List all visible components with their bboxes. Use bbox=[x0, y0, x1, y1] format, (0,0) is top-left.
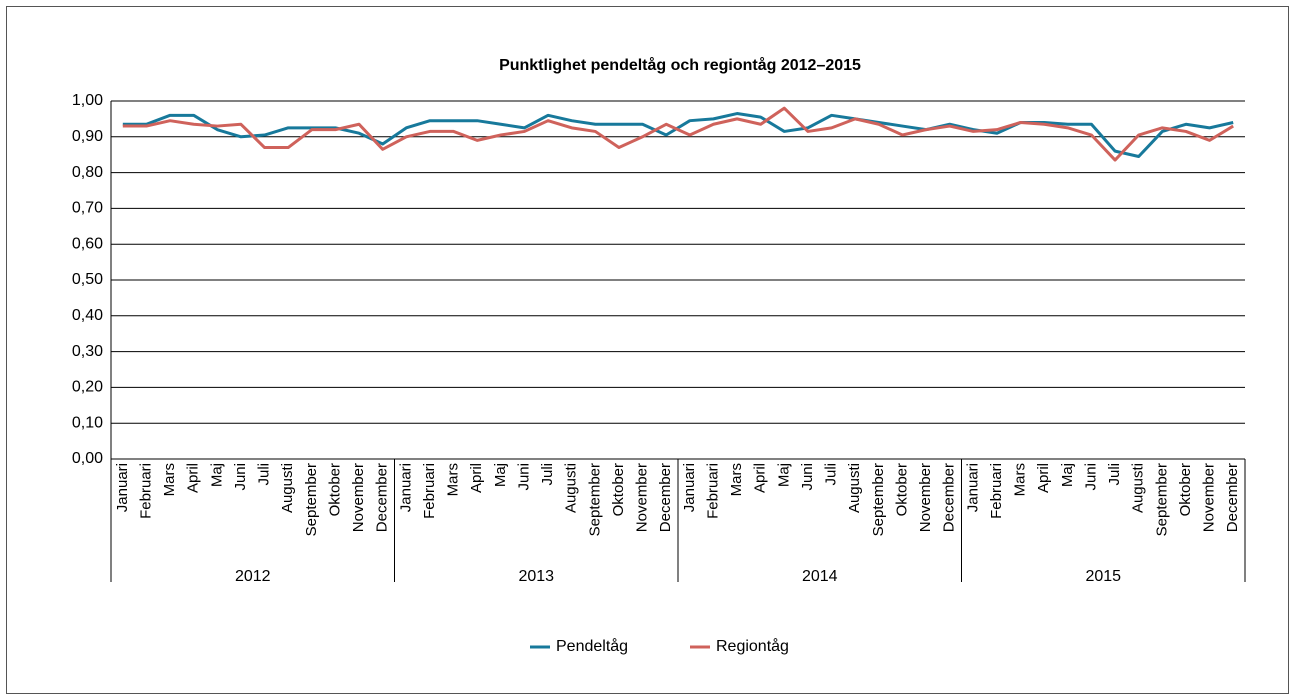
x-tick-label: Februari bbox=[421, 463, 438, 519]
x-tick-label: Augusti bbox=[1130, 463, 1147, 513]
y-tick-label: 0,30 bbox=[72, 343, 103, 360]
x-tick-label: Juni bbox=[1082, 463, 1099, 491]
x-tick-label: Januari bbox=[397, 463, 414, 512]
x-tick-label: Maj bbox=[1059, 463, 1076, 487]
y-tick-label: 0,40 bbox=[72, 307, 103, 324]
x-tick-label: Februari bbox=[988, 463, 1005, 519]
chart-title: Punktlighet pendeltåg och regiontåg 2012… bbox=[499, 56, 861, 74]
y-tick-label: 0,60 bbox=[72, 235, 103, 252]
y-tick-label: 0,00 bbox=[72, 450, 103, 467]
x-tick-label: April bbox=[468, 463, 485, 493]
x-tick-label: September bbox=[1153, 463, 1170, 536]
series-line bbox=[122, 106, 1234, 162]
x-tick-label: Juni bbox=[232, 463, 249, 491]
x-tick-label: Juni bbox=[799, 463, 816, 491]
x-tick-label: Maj bbox=[492, 463, 509, 487]
x-tick-label: April bbox=[185, 463, 202, 493]
x-tick-label: Augusti bbox=[846, 463, 863, 513]
x-tick-label: Maj bbox=[775, 463, 792, 487]
x-tick-label: Oktober bbox=[610, 463, 627, 516]
x-tick-label: September bbox=[303, 463, 320, 536]
legend-label: Pendeltåg bbox=[556, 637, 628, 655]
x-tick-label: Januari bbox=[114, 463, 131, 512]
y-tick-label: 0,90 bbox=[72, 128, 103, 145]
x-tick-label: Januari bbox=[964, 463, 981, 512]
x-tick-label: November bbox=[1201, 463, 1218, 532]
series-line bbox=[122, 112, 1234, 158]
x-tick-label: Oktober bbox=[893, 463, 910, 516]
y-tick-label: 0,50 bbox=[72, 271, 103, 288]
x-tick-label: April bbox=[752, 463, 769, 493]
x-tick-label: Mars bbox=[161, 463, 178, 496]
x-tick-label: December bbox=[1224, 463, 1241, 532]
x-tick-label: November bbox=[917, 463, 934, 532]
x-tick-label: Mars bbox=[445, 463, 462, 496]
x-tick-label: Juni bbox=[515, 463, 532, 491]
x-tick-label: Mars bbox=[728, 463, 745, 496]
y-tick-label: 0,20 bbox=[72, 379, 103, 396]
y-tick-label: 0,80 bbox=[72, 164, 103, 181]
y-tick-label: 1,00 bbox=[72, 92, 103, 109]
y-tick-label: 0,70 bbox=[72, 200, 103, 217]
x-tick-label: Februari bbox=[704, 463, 721, 519]
x-tick-label: Juli bbox=[256, 463, 273, 486]
x-tick-label: Mars bbox=[1012, 463, 1029, 496]
x-tick-label: April bbox=[1035, 463, 1052, 493]
x-group-label: 2014 bbox=[802, 568, 838, 585]
x-tick-label: September bbox=[870, 463, 887, 536]
x-tick-label: Maj bbox=[208, 463, 225, 487]
legend-label: Regiontåg bbox=[716, 637, 789, 655]
x-tick-label: November bbox=[634, 463, 651, 532]
x-group-label: 2015 bbox=[1085, 568, 1121, 585]
y-tick-label: 0,10 bbox=[72, 414, 103, 431]
x-tick-label: Oktober bbox=[1177, 463, 1194, 516]
x-group-label: 2013 bbox=[518, 568, 554, 585]
x-tick-label: Juli bbox=[1106, 463, 1123, 486]
x-tick-label: December bbox=[941, 463, 958, 532]
x-tick-label: Juli bbox=[823, 463, 840, 486]
x-tick-label: Augusti bbox=[279, 463, 296, 513]
x-tick-label: September bbox=[586, 463, 603, 536]
x-tick-label: December bbox=[657, 463, 674, 532]
x-tick-label: Februari bbox=[137, 463, 154, 519]
x-tick-label: December bbox=[374, 463, 391, 532]
x-tick-label: Augusti bbox=[563, 463, 580, 513]
x-tick-label: Juli bbox=[539, 463, 556, 486]
frame bbox=[6, 6, 1289, 694]
x-group-label: 2012 bbox=[235, 568, 271, 585]
x-tick-label: Oktober bbox=[326, 463, 343, 516]
x-tick-label: Januari bbox=[681, 463, 698, 512]
x-tick-label: November bbox=[350, 463, 367, 532]
